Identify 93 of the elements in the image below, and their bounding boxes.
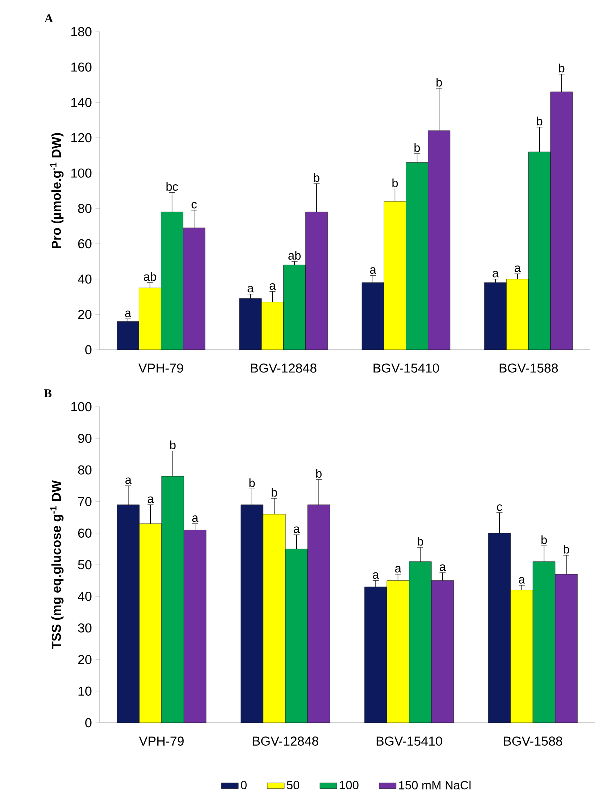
y-tick-label: 0 — [86, 718, 92, 728]
chart-title: B — [44, 390, 52, 398]
y-tick-label: 140 — [72, 98, 92, 108]
y-tick-label: 60 — [78, 239, 92, 249]
annotation: b — [414, 143, 420, 152]
bar — [161, 212, 184, 350]
y-tick-label: 50 — [78, 560, 92, 570]
annotation: b — [392, 178, 398, 188]
bar — [550, 92, 573, 350]
legend-label: 150 mM NaCl — [399, 780, 471, 790]
annotation: a — [126, 478, 132, 484]
bar — [240, 504, 264, 723]
annotation: a — [440, 564, 446, 572]
x-tick-label: BGV-1588 — [504, 736, 562, 746]
annotation: a — [148, 496, 154, 504]
annotation: a — [373, 572, 380, 580]
bar — [306, 212, 328, 350]
y-tick-label: 80 — [78, 204, 92, 214]
annotation: b — [250, 478, 256, 488]
bar — [184, 530, 207, 723]
y-axis-title: Pro (µmole.g$^{-1}$ DW) — [50, 133, 64, 249]
x-tick-label: VPH-79 — [139, 736, 184, 746]
x-tick-label: BGV-15410 — [374, 364, 440, 373]
annotation: ab — [144, 272, 156, 282]
y-tick-label: 180 — [72, 27, 92, 37]
bar — [284, 265, 306, 350]
y-tick-label: 80 — [78, 466, 92, 475]
annotation: a — [514, 266, 522, 272]
bar — [139, 524, 162, 723]
legend-label: 0 — [241, 781, 247, 790]
y-tick-label: 0 — [86, 345, 92, 355]
annotation: ab — [288, 251, 301, 260]
annotation: a — [294, 526, 300, 534]
annotation: c — [497, 504, 502, 512]
y-tick-label: 120 — [72, 133, 92, 143]
annotation: c — [192, 202, 197, 209]
bar — [263, 514, 286, 723]
annotation: b — [314, 173, 320, 182]
annotation: a — [192, 516, 199, 522]
legend-label: 100 — [340, 781, 359, 790]
y-tick-label: 30 — [78, 624, 92, 633]
bar — [528, 152, 551, 350]
annotation: a — [248, 286, 254, 293]
bar — [386, 580, 410, 723]
y-tick-label: 160 — [72, 62, 92, 72]
annotation: b — [542, 536, 548, 544]
bar — [555, 574, 578, 723]
bar — [183, 228, 206, 350]
annotation: a — [395, 566, 402, 573]
bar — [488, 533, 511, 723]
annotation: a — [492, 271, 499, 278]
annotation: b — [316, 469, 322, 478]
legend-label: 50 — [287, 781, 300, 790]
annotation: b — [436, 78, 442, 87]
y-tick-label: 40 — [78, 274, 92, 284]
y-axis-title: TSS (mg eq.glucose g$^{-1}$ DW — [50, 480, 64, 650]
bar — [409, 562, 432, 723]
bar — [117, 504, 140, 723]
y-tick-label: 10 — [78, 686, 92, 696]
y-tick-label: 20 — [78, 655, 92, 664]
x-tick-label: BGV-15410 — [376, 736, 442, 746]
x-tick-label: BGV-1588 — [500, 364, 558, 373]
annotation: b — [537, 116, 543, 126]
annotation: b — [170, 440, 176, 450]
annotation: b — [564, 545, 570, 554]
bar — [308, 504, 330, 723]
y-tick-label: 60 — [78, 528, 92, 538]
annotation: b — [272, 488, 278, 497]
y-tick-label: 70 — [78, 497, 92, 506]
y-tick-label: 20 — [78, 310, 92, 320]
bar — [432, 580, 454, 723]
bar — [162, 476, 184, 723]
x-tick-label: BGV-12848 — [251, 364, 317, 373]
y-tick-label: 40 — [78, 592, 92, 602]
annotation: b — [559, 64, 565, 73]
annotation: bc — [166, 182, 178, 192]
x-tick-label: VPH-79 — [138, 364, 184, 373]
x-tick-label: BGV-12848 — [253, 736, 319, 746]
annotation: a — [370, 268, 376, 274]
bar — [428, 130, 450, 350]
chart-title: A — [44, 14, 54, 22]
y-tick-label: 90 — [78, 434, 92, 444]
bar — [406, 162, 428, 350]
annotation: a — [270, 283, 276, 290]
bar — [285, 549, 308, 723]
bar — [510, 590, 534, 723]
annotation: b — [418, 537, 424, 546]
bar — [364, 586, 388, 723]
annotation: a — [125, 310, 132, 318]
y-tick-label: 100 — [72, 402, 92, 412]
y-tick-label: 100 — [72, 168, 92, 178]
annotation: a — [519, 577, 526, 584]
bar — [532, 562, 556, 723]
